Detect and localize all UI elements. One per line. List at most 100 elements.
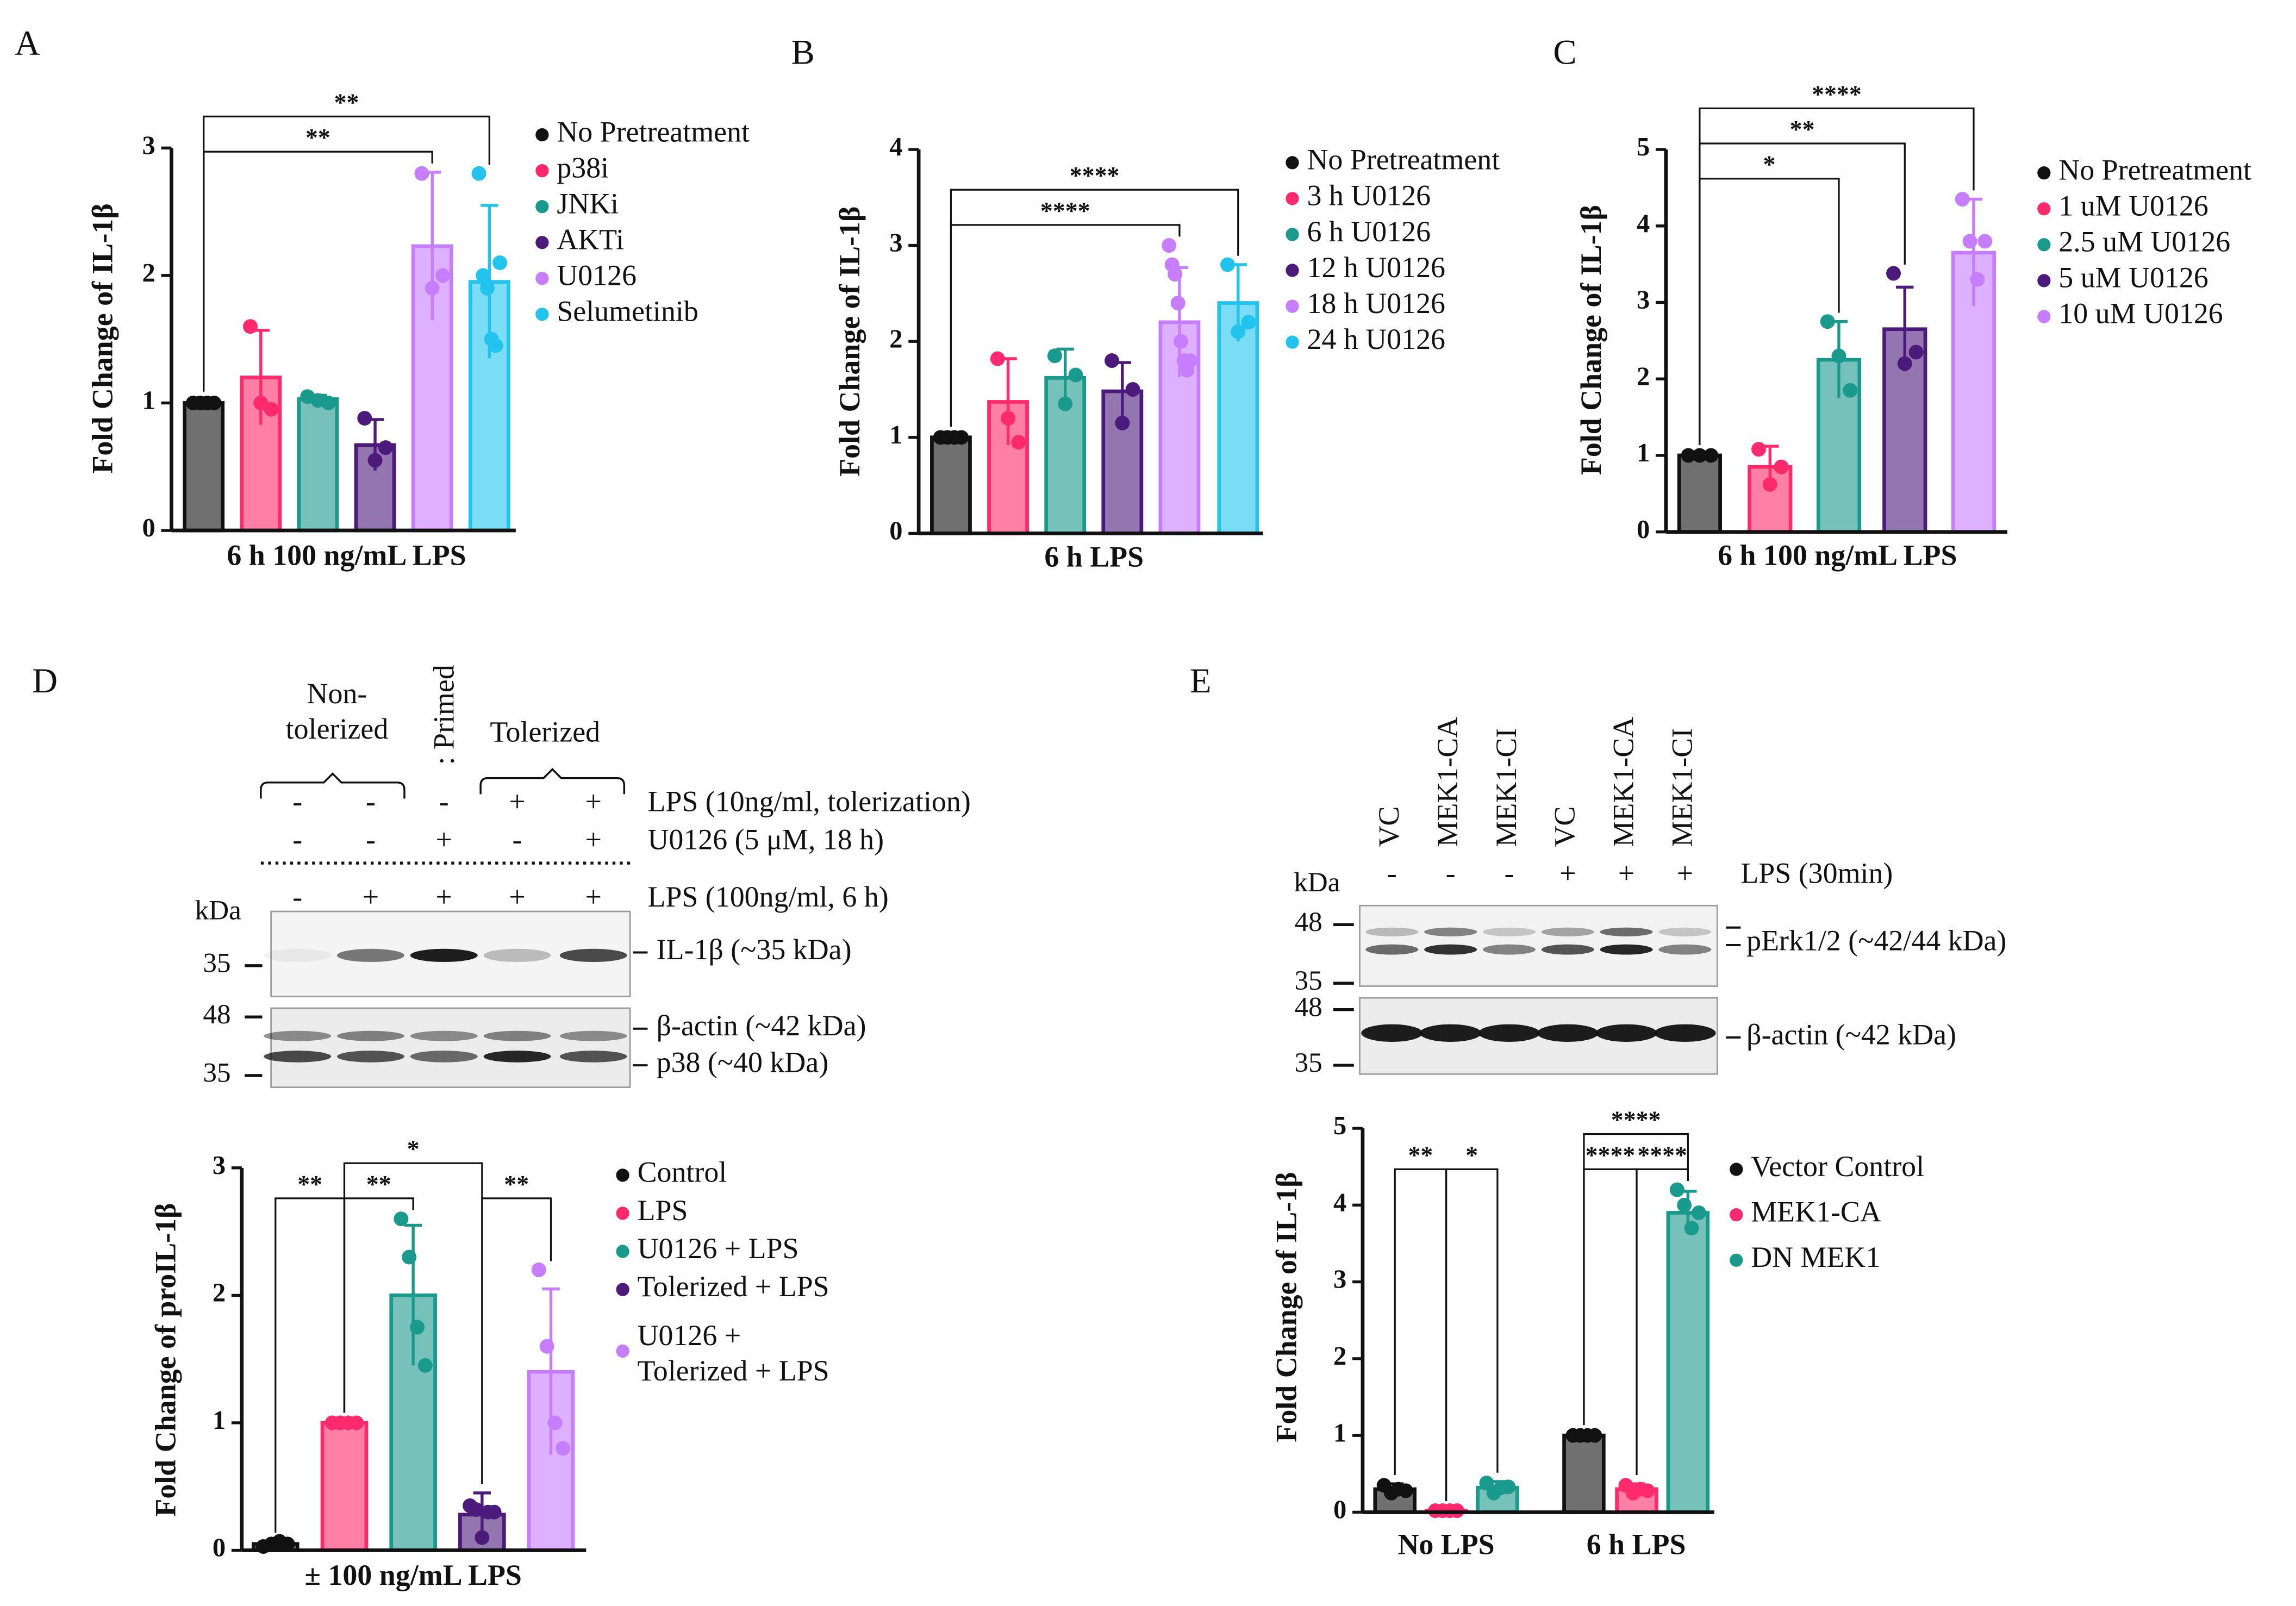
y-tick-label: 3 [1333, 1265, 1346, 1294]
legend-marker [2037, 238, 2051, 252]
blot-frame [270, 1007, 631, 1088]
data-point [1970, 272, 1985, 287]
significance-label: ** [305, 123, 330, 151]
significance-bracket [1583, 1133, 1689, 1426]
data-point [1058, 396, 1073, 411]
data-point [321, 395, 336, 410]
data-point [1762, 477, 1777, 492]
significance-bracket [1445, 1168, 1499, 1502]
mw-marker: 48 [203, 999, 230, 1030]
legend-marker [2037, 202, 2051, 216]
data-point [1681, 448, 1696, 463]
significance-bracket [950, 189, 1239, 427]
x-axis-label: No LPS [1397, 1528, 1494, 1561]
legend-marker [1286, 228, 1299, 241]
significance-label: ** [297, 1170, 322, 1198]
legend-marker [1286, 156, 1299, 170]
blot-band [1541, 944, 1594, 955]
significance-bracket [203, 151, 433, 392]
data-point [1011, 435, 1026, 450]
kda-label: kDa [1294, 867, 1340, 898]
x-axis-label: 6 h 100 ng/mL LPS [1718, 539, 1957, 572]
legend-marker [2037, 274, 2051, 288]
y-tick-label: 4 [1637, 209, 1650, 238]
data-point [1001, 411, 1016, 426]
mw-marker: 35 [1295, 965, 1322, 996]
legend-marker [616, 1245, 629, 1258]
y-tick-label: 1 [142, 386, 155, 415]
panel-label: A [15, 23, 40, 63]
data-point [253, 395, 269, 410]
legend-marker [1730, 1163, 1743, 1176]
data-point [479, 280, 495, 296]
data-point [1182, 353, 1197, 368]
y-tick-label: 3 [1637, 286, 1650, 315]
data-point [469, 1502, 484, 1517]
bar [1666, 1211, 1710, 1514]
lane-sign: - [1504, 857, 1514, 890]
x-axis-label: 6 h 100 ng/mL LPS [227, 539, 466, 572]
row-label: U0126 (5 μM, 18 h) [647, 823, 884, 856]
legend-marker [1730, 1253, 1743, 1267]
blot-band [336, 948, 404, 963]
legend-label: DN MEK1 [1751, 1241, 1880, 1273]
data-point [1168, 267, 1183, 282]
data-point [1962, 234, 1977, 249]
significance-label: **** [1637, 1141, 1687, 1168]
y-axis-label: Fold Change of IL-1β [1270, 1172, 1303, 1442]
lane-sign: - [1387, 857, 1397, 890]
lane-sign: - [292, 880, 302, 913]
panel-label: C [1553, 32, 1576, 71]
blot-band [483, 1051, 551, 1063]
legend-marker [535, 128, 549, 142]
data-point [492, 255, 508, 270]
row-label: LPS (30min) [1740, 857, 1893, 890]
x-axis-label: ± 100 ng/mL LPS [304, 1559, 522, 1591]
data-point [1115, 415, 1130, 430]
significance-label: * [1465, 1141, 1478, 1168]
significance-label: **** [1812, 80, 1862, 108]
data-point [1751, 442, 1767, 457]
brace [479, 768, 626, 795]
blot-band [1424, 944, 1477, 955]
data-point [1774, 459, 1789, 474]
lane-sign: + [509, 785, 525, 818]
legend-marker [535, 308, 549, 321]
blot-band [264, 948, 332, 963]
significance-label: * [407, 1135, 420, 1163]
legend-label: 24 h U0126 [1307, 323, 1445, 355]
data-point [1897, 356, 1912, 371]
legend-label: 10 uM U0126 [2058, 297, 2223, 330]
legend-label: U0126 + LPS [638, 1232, 799, 1265]
legend-label: No Pretreatment [557, 115, 750, 148]
y-tick-label: 1 [213, 1406, 226, 1435]
blot-band [336, 1051, 404, 1063]
data-point [1684, 1221, 1699, 1236]
data-point [367, 453, 383, 468]
y-axis-label: Fold Change of IL-1β [86, 203, 118, 473]
blot-band [1600, 944, 1653, 955]
y-tick-label: 4 [889, 133, 902, 161]
lane-sign: - [292, 785, 302, 818]
group-label-box: Non- tolerized [286, 678, 389, 746]
legend-label: No Pretreatment [1307, 143, 1500, 176]
mw-marker: 35 [203, 948, 230, 979]
legend-label: 3 h U0126 [1307, 179, 1431, 212]
significance-label: ** [1790, 115, 1815, 143]
blot-band [1658, 927, 1712, 936]
legend-marker [1286, 264, 1299, 277]
y-tick-label: 1 [889, 421, 902, 449]
lane-sign: + [1618, 857, 1634, 890]
y-tick-label: 5 [1637, 133, 1650, 161]
data-point [357, 411, 372, 426]
data-point [1640, 1483, 1655, 1498]
data-point [1174, 334, 1189, 349]
band-label: β-actin (~42 kDa) [1746, 1018, 1956, 1051]
data-point [349, 1415, 364, 1430]
data-point [264, 402, 279, 417]
data-point [1886, 266, 1901, 281]
primed-label: : Primed [428, 665, 460, 765]
lane-sign: + [363, 880, 379, 913]
data-point [471, 166, 486, 181]
